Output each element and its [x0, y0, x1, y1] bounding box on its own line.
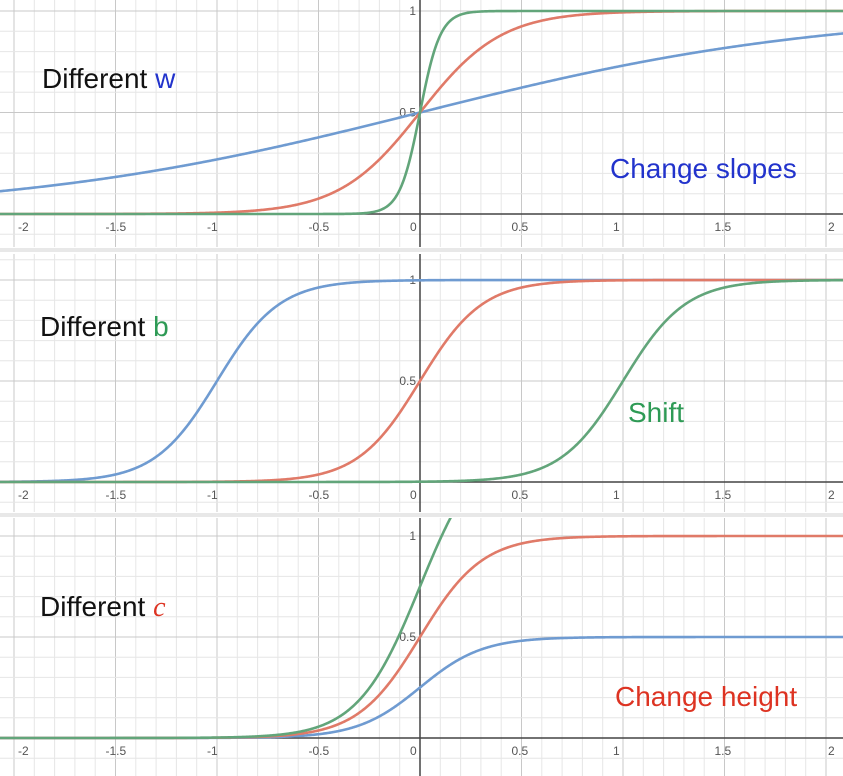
- series-line-green: [0, 9, 843, 216]
- x-tick-label: 2: [828, 220, 835, 234]
- x-tick-label: -1.5: [106, 220, 127, 234]
- panel-divider: [0, 248, 843, 252]
- x-tick-label: 0.5: [512, 744, 529, 758]
- x-tick-label: -1.5: [106, 744, 127, 758]
- x-tick-label: -1: [207, 488, 218, 502]
- panel-label-symbol: c: [153, 592, 166, 623]
- panel-label-prefix: Different: [40, 311, 153, 342]
- x-tick-label: -2: [18, 220, 29, 234]
- panel-label-prefix: Different: [42, 63, 155, 94]
- x-tick-label: 2: [828, 744, 835, 758]
- panel-label-prefix: Different: [40, 591, 153, 622]
- panel-annotation: Shift: [628, 397, 684, 428]
- x-tick-label: -2: [18, 744, 29, 758]
- x-tick-label: 1.5: [715, 220, 732, 234]
- panel-label-symbol: b: [153, 311, 169, 342]
- x-tick-label: 0: [410, 744, 417, 758]
- panel-label: Different b: [40, 311, 169, 342]
- panel-different-w: -2 -1.5 -1 -0.5 0 0.5 1 1.5 2 0.5 1 Different w Chan…: [0, 0, 843, 247]
- panel-annotation: Change slopes: [610, 153, 797, 184]
- x-tick-label: -1: [207, 744, 218, 758]
- y-tick-label: 1: [409, 529, 416, 543]
- chart-different-c: -2 -1.5 -1 -0.5 0 0.5 1 1.5 2 0.5 1 Different c Chan…: [0, 518, 843, 776]
- x-tick-label: 0.5: [512, 220, 529, 234]
- x-tick-label: -2: [18, 488, 29, 502]
- grid: [0, 254, 843, 512]
- grid: [0, 0, 843, 247]
- y-tick-label: 0.5: [399, 374, 416, 388]
- x-tick-label: -1: [207, 220, 218, 234]
- x-tick-label: 0: [410, 220, 417, 234]
- x-tick-label: 1: [613, 220, 620, 234]
- panel-label-symbol: w: [154, 63, 176, 94]
- panel-divider: [0, 513, 843, 517]
- x-tick-label: -0.5: [309, 744, 330, 758]
- y-tick-label: 1: [409, 4, 416, 18]
- x-tick-label: 1.5: [715, 488, 732, 502]
- panel-annotation: Change height: [615, 681, 797, 712]
- panel-label: Different w: [42, 63, 176, 94]
- panel-label: Different c: [40, 591, 166, 623]
- y-tick-label: 0.5: [399, 630, 416, 644]
- series-line-green: [0, 518, 452, 740]
- x-tick-label: 0: [410, 488, 417, 502]
- x-tick-label: 1.5: [715, 744, 732, 758]
- x-tick-label: 1: [613, 744, 620, 758]
- panel-different-b: -2 -1.5 -1 -0.5 0 0.5 1 1.5 2 0.5 1 Different b Shif…: [0, 254, 843, 512]
- panel-different-c: -2 -1.5 -1 -0.5 0 0.5 1 1.5 2 0.5 1 Different c Chan…: [0, 518, 843, 776]
- x-tick-label: -1.5: [106, 488, 127, 502]
- x-tick-label: 2: [828, 488, 835, 502]
- x-tick-label: -0.5: [309, 220, 330, 234]
- x-tick-label: -0.5: [309, 488, 330, 502]
- x-tick-label: 0.5: [512, 488, 529, 502]
- series-line-green: [0, 278, 843, 484]
- x-tick-label: 1: [613, 488, 620, 502]
